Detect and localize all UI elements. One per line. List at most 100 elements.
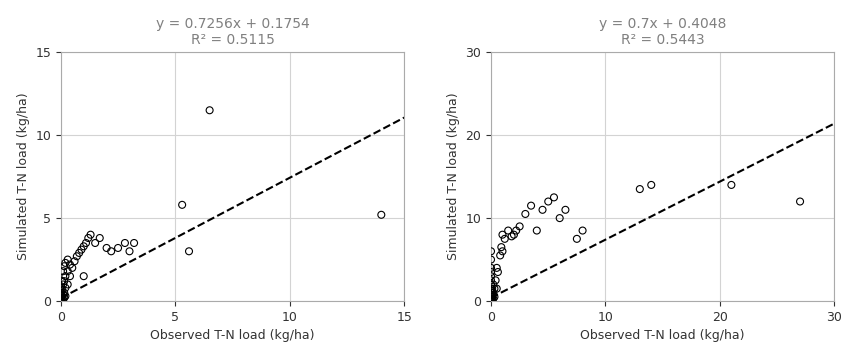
Point [61,281,75,287]
Point [484,298,498,304]
Point [519,211,533,217]
Point [484,298,498,304]
Point [489,278,503,283]
Point [75,247,88,252]
Point [484,298,498,304]
Point [54,295,68,300]
Point [484,298,498,304]
Point [490,265,503,271]
Point [724,182,738,188]
Point [484,292,498,298]
Point [633,186,647,192]
X-axis label: Observed T-N load (kg/ha): Observed T-N load (kg/ha) [581,329,745,342]
Y-axis label: Simulated T-N load (kg/ha): Simulated T-N load (kg/ha) [447,93,460,260]
Point [484,297,498,303]
Point [536,207,550,213]
Point [54,286,68,292]
Point [182,248,196,254]
Point [68,258,82,264]
Point [56,297,70,302]
Point [54,298,68,304]
Point [484,294,498,300]
Point [509,228,523,233]
Point [54,298,68,304]
Point [484,298,498,304]
Point [530,228,544,233]
Point [127,240,141,246]
Point [502,228,515,233]
Point [484,281,498,287]
Point [56,268,70,274]
Point [491,269,505,275]
Point [118,240,131,246]
Point [484,297,498,302]
Point [484,278,498,283]
Point [484,296,498,302]
Point [100,245,113,251]
Point [63,262,76,267]
Point [54,298,68,304]
Point [484,273,498,279]
Point [93,235,107,241]
Point [484,290,498,295]
Point [58,273,72,279]
Point [54,293,68,299]
Point [484,298,498,304]
Point [484,257,498,262]
Point [484,269,498,275]
Point [505,233,519,239]
Point [83,232,97,238]
Point [484,297,498,302]
Point [70,253,83,259]
Point [55,293,69,299]
Point [72,250,86,256]
Point [485,286,499,292]
Point [484,298,498,304]
Point [55,278,69,284]
Title: y = 0.7x + 0.4048
R² = 0.5443: y = 0.7x + 0.4048 R² = 0.5443 [599,17,727,47]
Point [524,203,538,209]
Point [484,248,498,254]
Point [644,182,658,188]
Point [513,224,527,229]
Point [56,292,70,297]
Point [485,290,499,295]
Point [175,202,189,208]
Point [484,265,498,271]
Point [507,232,521,238]
Point [54,298,68,304]
Point [486,290,500,295]
Point [484,298,498,304]
Point [65,265,79,271]
Point [485,294,499,300]
Point [484,286,498,292]
Point [488,286,502,292]
Point [498,236,512,242]
Point [54,297,68,303]
Point [484,294,498,300]
Point [496,248,509,254]
Point [484,288,498,293]
Y-axis label: Simulated T-N load (kg/ha): Simulated T-N load (kg/ha) [16,93,30,260]
Point [553,215,567,221]
Point [490,286,503,292]
Point [484,298,498,304]
Point [54,298,68,304]
Point [58,295,71,300]
Point [61,268,75,274]
Point [484,298,498,304]
Point [484,298,498,304]
Point [111,245,125,251]
Point [203,107,216,113]
Point [493,253,507,258]
Point [61,257,75,262]
Point [54,292,68,297]
Point [63,273,76,279]
Point [123,248,137,254]
Point [76,273,90,279]
Point [54,290,68,295]
Point [486,296,500,302]
Point [484,298,498,304]
X-axis label: Observed T-N load (kg/ha): Observed T-N load (kg/ha) [150,329,314,342]
Point [82,235,95,241]
